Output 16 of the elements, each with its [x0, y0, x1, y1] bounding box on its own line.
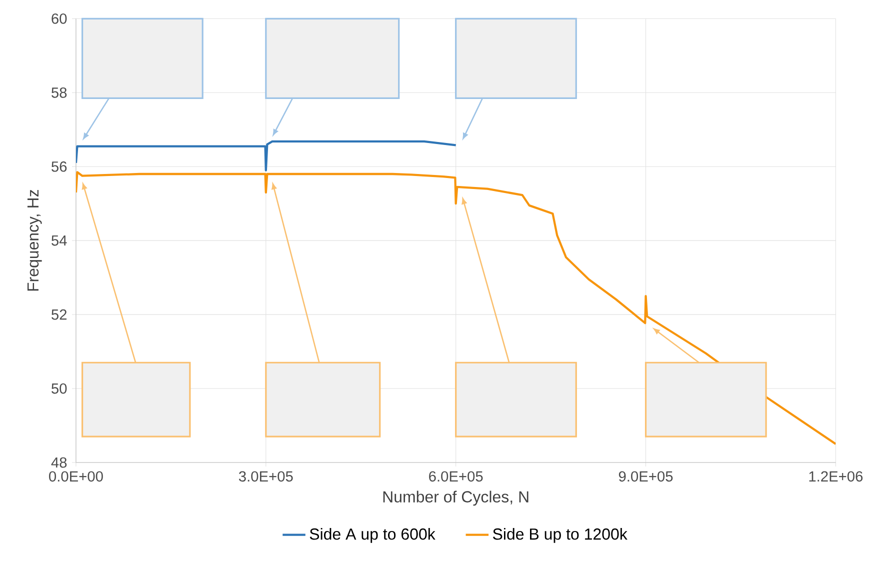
x-axis-title: Number of Cycles, N — [383, 490, 528, 506]
x-tick-label: 1.2E+06 — [809, 471, 863, 482]
y-tick-label: 58 — [52, 87, 67, 98]
x-tick-label: 0.0E+00 — [49, 471, 103, 482]
x-tick-label: 6.0E+05 — [429, 471, 483, 482]
y-tick-label: 52 — [52, 309, 67, 320]
y-axis-title: Frequency, Hz — [27, 190, 42, 291]
legend-label: Side A up to 600k — [310, 528, 436, 543]
x-tick-label: 3.0E+05 — [238, 471, 293, 482]
y-tick-label: 48 — [51, 457, 67, 468]
y-tick-label: 56 — [52, 161, 67, 172]
y-tick-label: 50 — [52, 383, 67, 394]
y-tick-label: 54 — [52, 235, 67, 246]
legend-label: Side B up to 1200k — [492, 528, 628, 543]
x-tick-label: 9.0E+05 — [618, 471, 673, 482]
y-tick-label: 60 — [52, 13, 67, 24]
